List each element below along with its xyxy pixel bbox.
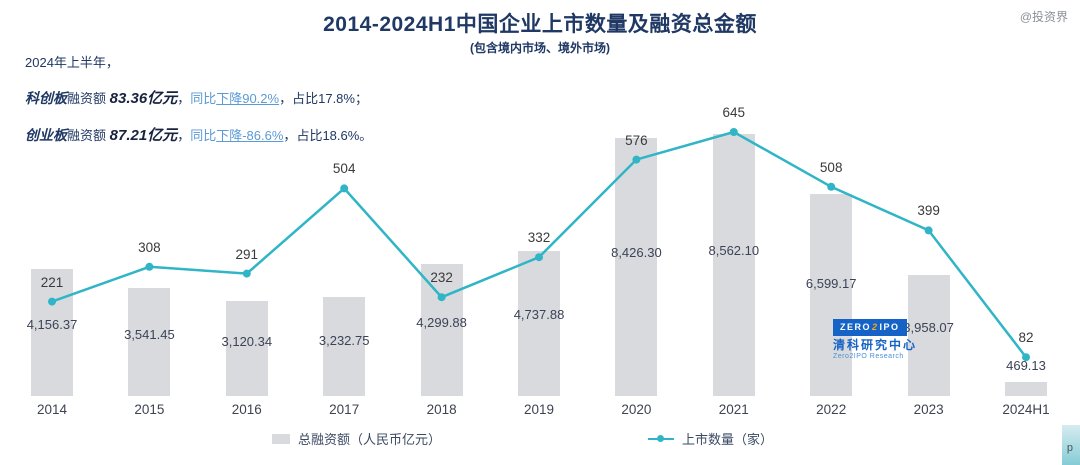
zero2ipo-badge: ZERO2IPO [833,319,907,337]
comma: ， [283,128,297,143]
x-axis-label-2021: 2021 [718,402,749,417]
board-name: 创业板 [25,127,67,143]
annotation-block: 2024年上半年， 科创板融资额 83.36亿元，同比下降90.2%，占比17.… [25,52,372,145]
line-value-label-2022: 508 [819,159,843,175]
bar-value-label-2018: 4,299.88 [416,314,467,330]
bar-value-label-2022: 6,599.17 [805,275,857,291]
bar-value-label-2019: 4,737.88 [513,307,565,323]
comma: ， [177,91,191,106]
bar-value-label-2016: 3,120.34 [221,334,273,350]
share-value: 占比17.8%； [292,91,368,106]
board-name: 科创板 [25,90,67,106]
yoy-decline-value: 下降90.2% [216,91,280,106]
watermark: @投资界 [1019,10,1068,24]
annotation-intro: 2024年上半年， [25,55,119,70]
bar-value-label-2014: 4,156.37 [26,317,78,333]
x-axis-label-2016: 2016 [231,402,262,417]
line-value-label-2018: 232 [430,270,453,286]
x-axis-label-2014: 2014 [36,402,68,417]
bar-2020 [615,138,658,396]
comma: ， [279,91,293,106]
financing-amount: 87.21亿元 [109,127,178,144]
line-point-2017 [340,184,349,193]
page-subtitle: (包含境内市场、境外市场) [470,41,610,55]
bar-2019 [518,251,560,396]
x-axis-label-2020: 2020 [621,402,652,417]
x-axis-label-2022: 2022 [816,402,847,417]
x-axis-label-2017: 2017 [329,402,360,417]
financing-amount: 83.36亿元 [109,90,178,107]
bar-value-label-2021: 8,562.10 [708,242,760,258]
line-point-2022 [827,182,836,191]
cropped-text-fragment: p [1066,442,1073,454]
line-legend-swatch-icon [648,434,674,443]
board-metric-label: 融资额 [67,128,107,143]
line-value-label-2014: 221 [40,274,64,290]
bar-value-label-2015: 3,541.45 [124,327,175,343]
annotation-line-chinext: 创业板融资额 87.21亿元，同比下降-86.6%，占比18.6%。 [25,124,372,145]
yoy-decline-value: 下降-86.6% [216,128,284,143]
bar-legend-swatch-icon [272,433,290,444]
line-value-label-2019: 332 [527,230,551,246]
x-axis-label-2015: 2015 [134,402,165,417]
line-value-label-2024H1: 82 [1018,330,1034,346]
x-axis-label-2024H1: 2024H1 [1002,402,1050,417]
cropped-sidebar-fragment [1062,425,1080,465]
bar-value-label-2017: 3,232.75 [318,332,370,348]
logo-chinese-name: 清科研究中心 [833,338,918,353]
logo-ipo-text: IPO [879,322,900,332]
logo-english-name: Zero2IPO Research [833,353,904,361]
yoy-label: 同比 [190,128,217,143]
page-title: 2014-2024H1中国企业上市数量及融资总金额 [323,13,757,36]
legend-label-financing: 总融资额（人民币亿元） [298,432,442,447]
logo-zero-text: ZERO [840,322,872,332]
x-axis-label-2019: 2019 [523,402,555,417]
line-point-2016 [242,269,251,278]
legend-item-financing: 总融资额（人民币亿元） [272,429,441,448]
comma: ， [177,128,191,143]
bar-2021 [712,133,755,396]
annotation-line-star-market: 科创板融资额 83.36亿元，同比下降90.2%，占比17.8%； [25,87,372,108]
bar-2024H1 [1005,381,1047,396]
line-value-label-2017: 504 [332,161,356,177]
bar-value-label-2024H1: 469.13 [1006,357,1046,373]
x-axis-label-2018: 2018 [426,402,457,417]
bar-2022 [810,194,853,396]
logo-two-text: 2 [872,322,879,332]
legend-item-ipo-count: 上市数量（家） [648,429,773,448]
yoy-label: 同比 [190,91,217,106]
line-point-2015 [145,262,154,271]
legend-label-ipo-count: 上市数量（家） [682,432,774,447]
line-value-label-2016: 291 [235,246,259,262]
line-value-label-2021: 645 [722,105,746,120]
x-axis-label-2023: 2023 [913,402,944,417]
board-metric-label: 融资额 [67,91,107,106]
share-value: 占比18.6%。 [296,128,373,143]
line-value-label-2015: 308 [138,239,161,255]
line-point-2023 [924,226,933,235]
bar-value-label-2020: 8,426.30 [611,245,662,261]
line-value-label-2020: 576 [625,132,648,148]
zero2ipo-logo: ZERO2IPO 清科研究中心 Zero2IPO Research [833,316,917,362]
line-value-label-2023: 399 [917,203,940,219]
